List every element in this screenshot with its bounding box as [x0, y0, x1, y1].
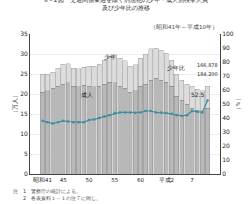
svg-text:7: 7 [190, 177, 194, 183]
svg-text:166,878: 166,878 [197, 62, 218, 68]
svg-text:15: 15 [20, 110, 28, 117]
svg-text:20: 20 [222, 142, 230, 149]
svg-text:35: 35 [20, 30, 28, 37]
svg-text:II－2図 交通関係業過を除く刑法犯の少年・成人別検挙人員及: II－2図 交通関係業過を除く刑法犯の少年・成人別検挙人員及び少年比の推移 [44, 0, 207, 11]
svg-text:少年: 少年 [104, 53, 116, 60]
svg-text:80: 80 [222, 58, 230, 65]
svg-text:100: 100 [222, 30, 234, 37]
svg-text:60: 60 [222, 86, 230, 93]
svg-text:52.5: 52.5 [191, 91, 205, 98]
svg-text:50: 50 [85, 177, 92, 183]
svg-text:60: 60 [137, 177, 144, 183]
svg-text:30: 30 [20, 50, 28, 57]
svg-text:（％）: （％） [234, 95, 242, 113]
svg-text:平成2: 平成2 [159, 177, 175, 183]
svg-text:0: 0 [24, 170, 28, 177]
svg-text:10: 10 [222, 156, 230, 163]
svg-text:成人: 成人 [81, 91, 93, 98]
svg-text:20: 20 [20, 90, 28, 97]
svg-text:10: 10 [20, 130, 28, 137]
svg-text:（万人）: （万人） [11, 92, 19, 116]
svg-text:少年比: 少年比 [167, 64, 185, 71]
svg-text:25: 25 [20, 70, 28, 77]
svg-text:50: 50 [222, 100, 230, 107]
svg-text:70: 70 [222, 72, 230, 79]
svg-text:40: 40 [222, 114, 230, 121]
svg-text:45: 45 [60, 177, 67, 183]
svg-text:90: 90 [222, 44, 230, 51]
svg-text:0: 0 [222, 170, 226, 177]
svg-text:30: 30 [222, 128, 230, 135]
svg-text:184,200: 184,200 [197, 71, 218, 77]
svg-text:55: 55 [111, 177, 118, 183]
svg-text:注 1 警察庁の統計による。: 注 1 警察庁の統計による。 [13, 188, 81, 194]
svg-text:2 各表資料１－１の注７に同じ。: 2 各表資料１－１の注７に同じ。 [13, 195, 101, 201]
svg-text:昭和41: 昭和41 [33, 177, 52, 183]
svg-text:5: 5 [24, 150, 28, 157]
svg-text:（昭和41年～平成10年）: （昭和41年～平成10年） [150, 24, 218, 31]
